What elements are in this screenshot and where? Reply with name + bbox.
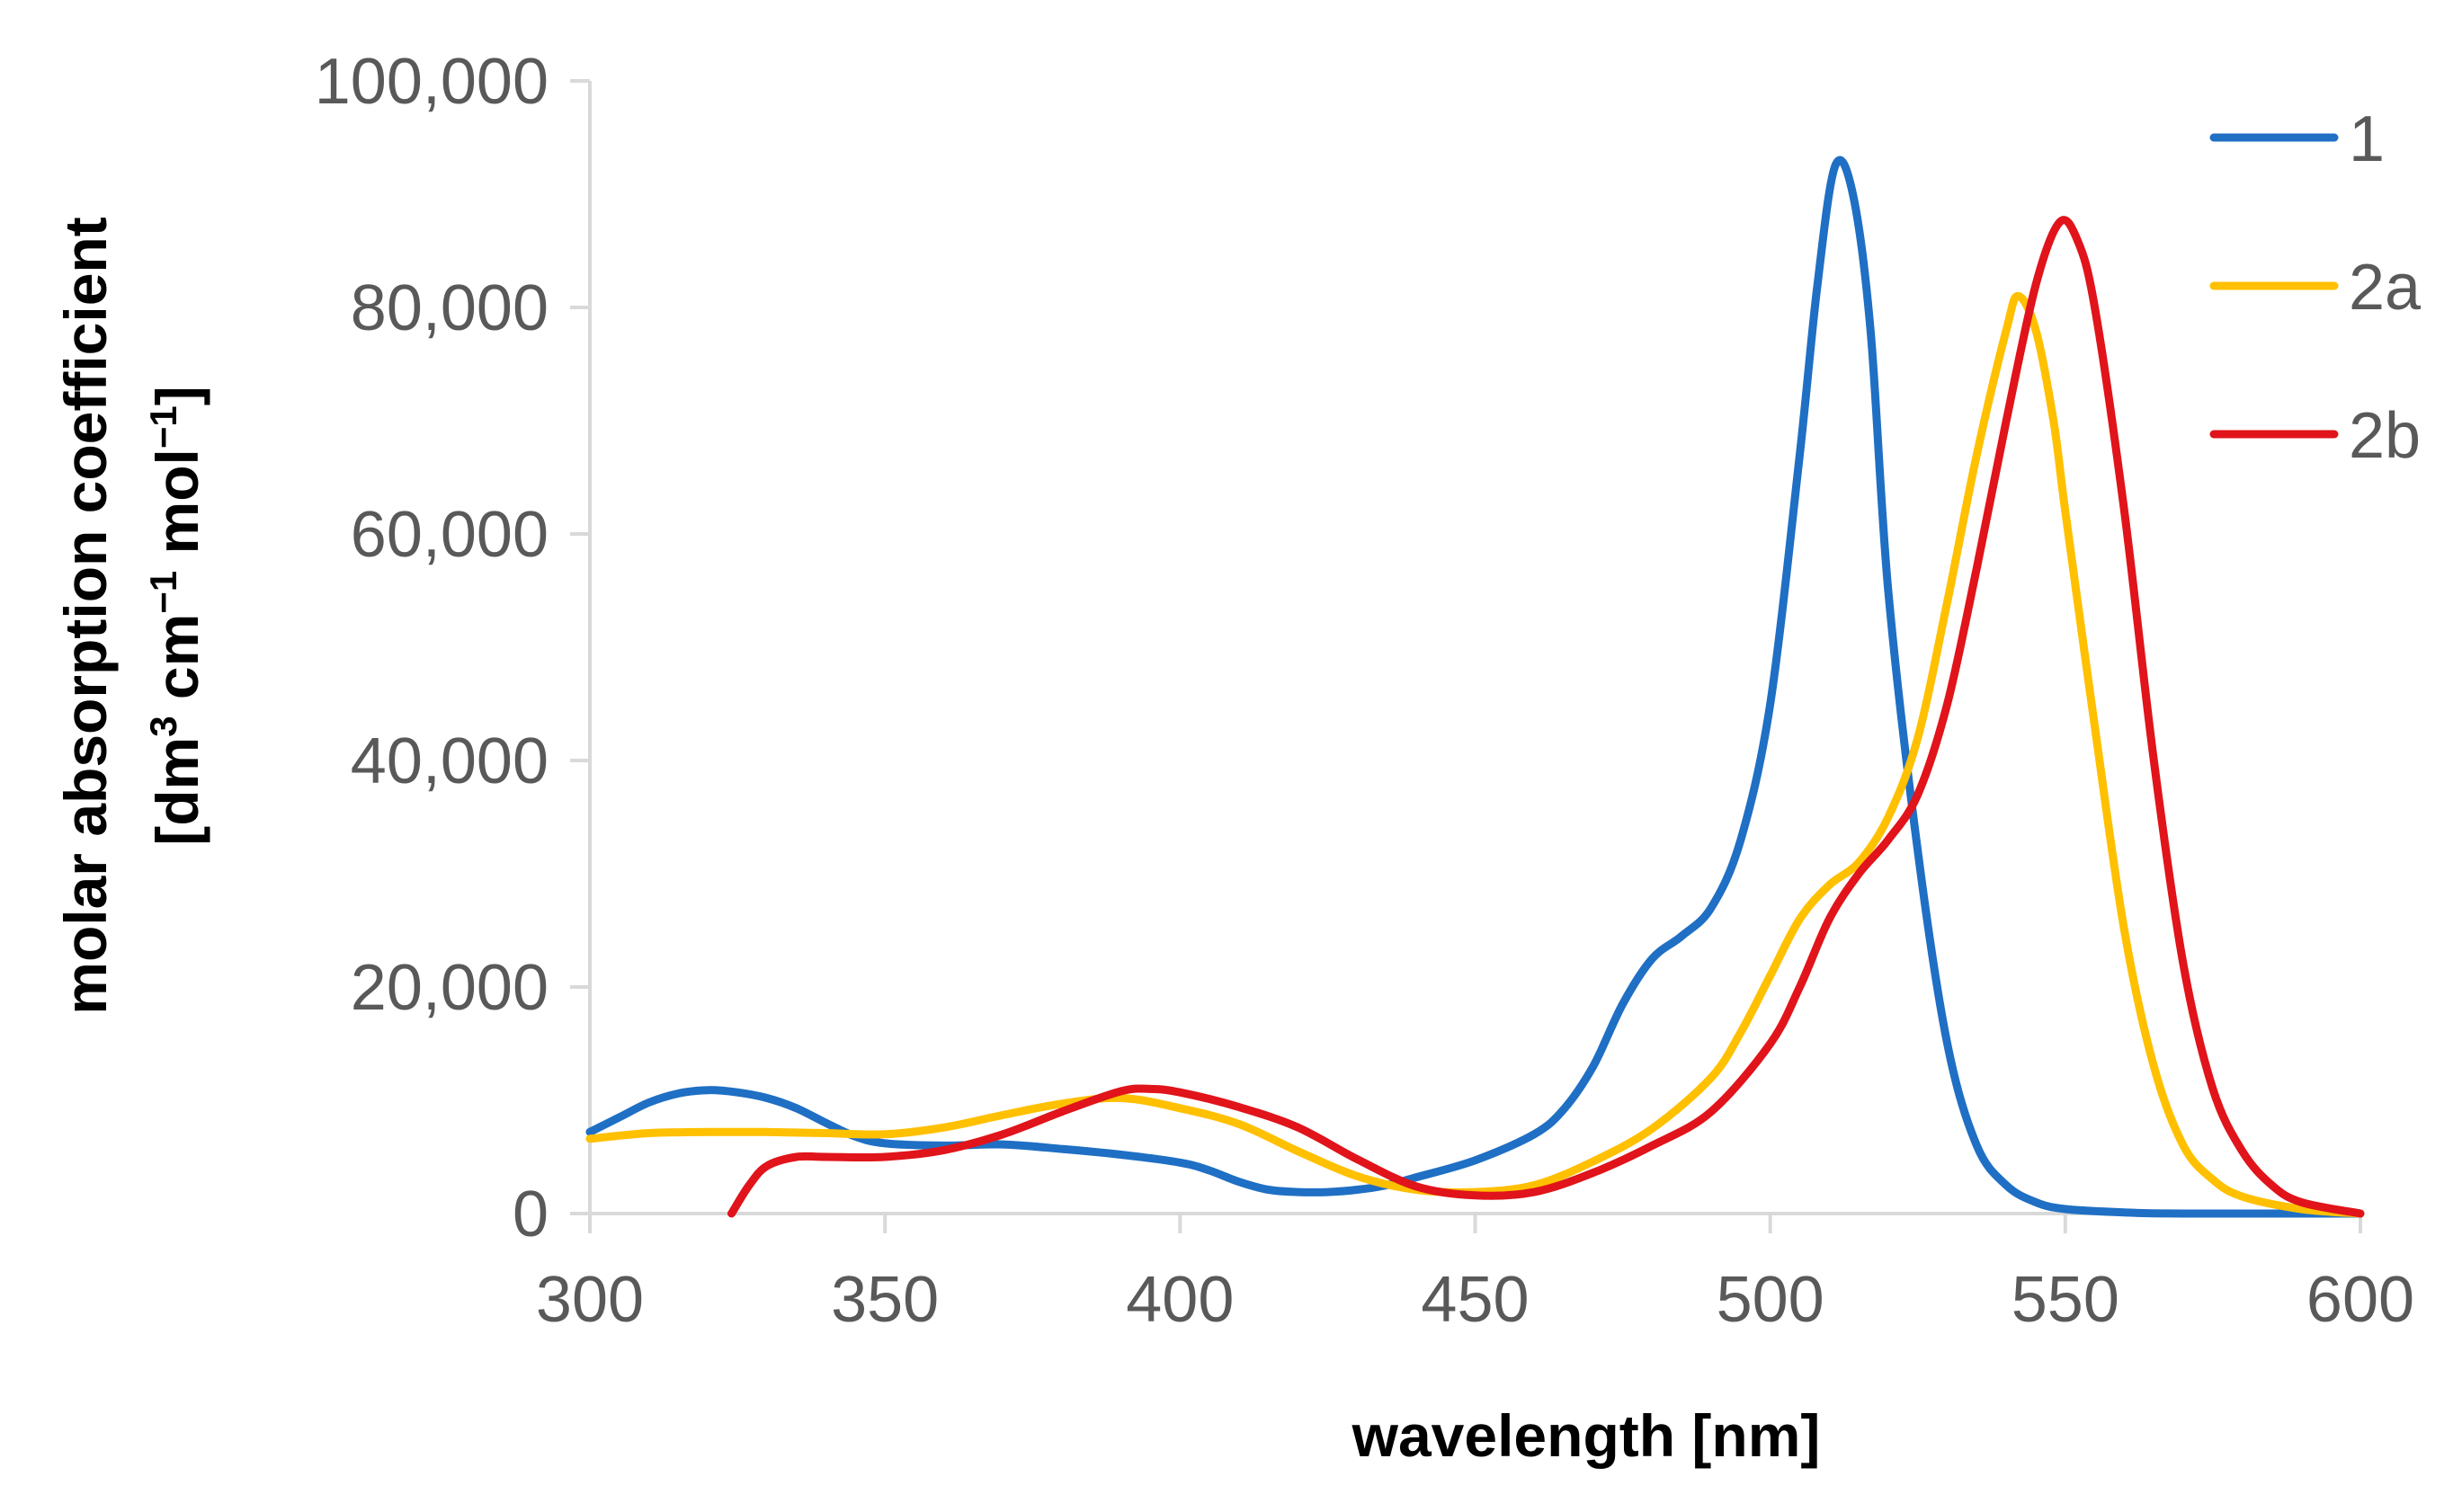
legend-label-2a: 2a [2349,252,2422,324]
x-tick-label: 600 [2306,1264,2414,1336]
y-axis-tick-labels: 0 20,000 40,000 60,000 80,000 100,000 [315,46,590,1250]
y-unit-open: [dm [144,737,210,846]
series-line-1 [585,156,2365,1218]
y-tick-label: 20,000 [351,952,549,1024]
y-unit-mid-2: mol [144,449,210,571]
y-tick-label: 80,000 [351,272,549,344]
y-tick-label: 60,000 [351,499,549,571]
legend: 1 2a 2b [2209,103,2422,472]
y-tick-label: 100,000 [315,46,549,118]
series-layer [585,156,2365,1218]
x-tick-label: 550 [2012,1264,2119,1336]
x-axis-title: wavelength [nm] [1351,1402,1821,1469]
y-tick-label: 40,000 [351,725,549,797]
y-unit-sup-2: −1 [142,571,184,614]
series-line-2b [727,216,2365,1218]
y-unit-mid-1: cm [144,614,210,716]
x-axis-tick-labels: 300 350 400 450 500 550 600 [536,1214,2414,1336]
x-tick-label: 400 [1126,1264,1234,1336]
y-unit-sup-3: −1 [142,405,184,449]
y-unit-close: ] [144,386,210,405]
x-tick-label: 350 [831,1264,939,1336]
y-axis-title-line2: [dm3 cm−1 mol−1] [142,386,210,846]
y-tick-label: 0 [513,1178,549,1250]
x-tick-label: 450 [1421,1264,1529,1336]
series-line-2a [585,291,2365,1218]
y-unit-sup-1: 3 [142,716,184,736]
x-tick-label: 500 [1717,1264,1824,1336]
legend-label-1: 1 [2349,103,2385,175]
x-tick-label: 300 [536,1264,644,1336]
y-axis-title-line1: molar absorption coefficient [52,217,119,1014]
legend-label-2b: 2b [2349,400,2421,472]
